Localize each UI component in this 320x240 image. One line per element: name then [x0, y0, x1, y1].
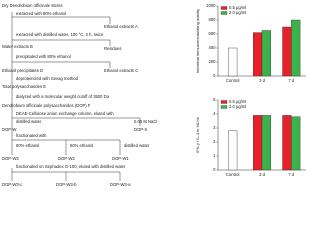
legend-swatch: [220, 11, 228, 15]
legend-swatch: [220, 105, 228, 109]
step: DEAE-Cellulose anion exchange column, el…: [16, 111, 114, 116]
x-tick-label: 7 d: [288, 172, 294, 177]
step: extracted with distilled water, 100 °C, …: [16, 32, 104, 37]
step: Residues: [104, 46, 121, 51]
x-tick-label: Control: [226, 172, 240, 177]
step: DOP-W1: [112, 156, 129, 161]
step: 0.05 M NaCl: [134, 119, 157, 124]
y-tick-label: 2: [213, 139, 216, 144]
step: DOP-W: [2, 127, 16, 132]
x-tick-label: 3 d: [259, 78, 265, 83]
step: Ethanol precipitates D: [2, 68, 43, 73]
y-tick-label: 400: [209, 45, 217, 50]
x-tick-label: 3 d: [259, 172, 265, 177]
step: Total polysaccharides E: [2, 84, 46, 89]
step: DOP-W3-c: [2, 182, 22, 187]
y-tick-label: 4: [213, 111, 216, 116]
bar: [261, 30, 272, 77]
y-tick-label: 5: [213, 97, 216, 102]
y-tick-label: 800: [209, 17, 217, 22]
bar: [282, 26, 292, 77]
y-tick-label: 3: [213, 125, 216, 130]
y-tick-label: 1000: [206, 3, 216, 8]
legend-swatch: [220, 6, 228, 10]
y-tick-label: 600: [209, 31, 217, 36]
bar: [291, 19, 301, 77]
page: Dry Dendrobium officinale stems extracte…: [2, 3, 306, 188]
y-tick-label: 0: [213, 167, 216, 172]
step: fractionated on Sephadex G-100, eluted w…: [16, 164, 126, 169]
bar: [228, 47, 238, 77]
legend-label: 2.0 μg/ml: [229, 10, 246, 15]
bar: [252, 32, 263, 77]
step: DOP-W3-b: [56, 182, 77, 187]
step: Dry Dendrobium officinale stems: [2, 3, 62, 8]
x-tick-label: Control: [226, 78, 240, 83]
flowchart: Dry Dendrobium officinale stems extracte…: [2, 3, 157, 187]
step: deproteinized with Sevag method: [16, 76, 79, 81]
step: DOP-W3-a: [110, 182, 131, 187]
y-tick-label: 1: [213, 153, 216, 158]
y-axis-label: IFN-γ / IL-4 in MLNs: [195, 117, 200, 153]
legend-swatch: [220, 100, 228, 104]
step: Ethanol extracts C: [104, 68, 138, 73]
x-tick-label: 7 d: [288, 78, 294, 83]
step: Water extracts B: [2, 44, 33, 49]
step: fractionated with: [16, 133, 47, 138]
step: DOP-S: [134, 127, 147, 132]
y-tick-label: 0: [213, 73, 216, 78]
bar: [291, 116, 301, 171]
step: precipitated with 80% ethanol: [16, 54, 71, 59]
step: extracted with 80% ethanol: [16, 11, 66, 16]
bar: [261, 115, 272, 171]
step: distilled water: [124, 143, 150, 148]
figure: Dry Dendrobium officinale stems extracte…: [2, 3, 306, 187]
step: distilled water: [16, 119, 42, 124]
step: Ethanol extracts A: [104, 24, 138, 29]
step: dialyzed with a molecular weight cutoff …: [16, 94, 110, 99]
bar: [252, 115, 263, 171]
bar: [282, 115, 292, 171]
y-tick-label: 200: [209, 59, 217, 64]
step: DOP-W3: [2, 156, 19, 161]
step: 80% ethanol: [16, 143, 39, 148]
legend-label: 0.5 μg/ml: [229, 99, 246, 104]
step: 60% ethanol: [70, 143, 93, 148]
legend-label: 2.0 μg/ml: [229, 104, 246, 109]
step: DOP-W2: [58, 156, 75, 161]
bar: [228, 130, 238, 171]
y-axis-label: Intestinal immunomodulating activity: [195, 9, 200, 73]
legend-label: 0.5 μg/ml: [229, 5, 246, 10]
step: Dendrobium officinale polysaccharides (D…: [2, 103, 91, 108]
